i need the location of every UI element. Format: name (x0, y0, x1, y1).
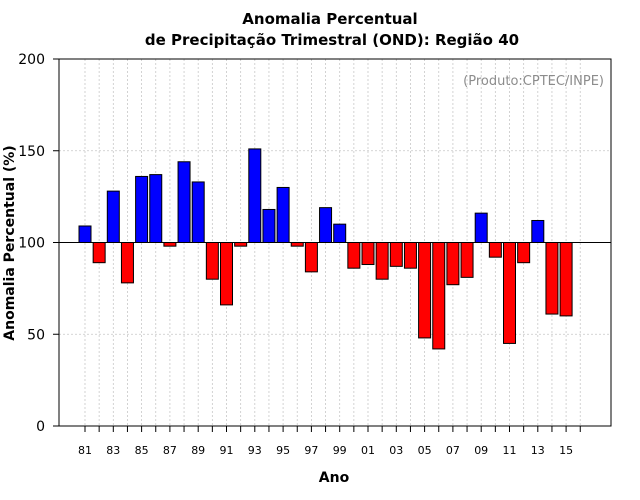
y-axis: 0 50 100 150 200 (18, 52, 59, 435)
x-tick-label: 89 (191, 444, 205, 457)
x-tick-label: 07 (446, 444, 460, 457)
bar-05 (418, 242, 432, 339)
bar-09 (474, 212, 488, 243)
bar-03 (389, 242, 403, 267)
y-tick-label: 100 (18, 236, 45, 252)
y-tick-label: 50 (27, 327, 45, 343)
bar-12 (517, 242, 531, 264)
bar-06 (432, 242, 446, 350)
bar-91 (220, 242, 233, 306)
bar-10 (488, 242, 502, 258)
bar-83 (106, 190, 120, 243)
bar-90 (205, 242, 219, 280)
x-tick-label: 81 (78, 444, 92, 457)
bar-81 (78, 225, 92, 243)
bar-00 (347, 242, 361, 269)
bar-98 (319, 207, 333, 243)
x-tick-label: 15 (559, 444, 573, 457)
bar-08 (460, 242, 474, 278)
bar-96 (290, 242, 304, 247)
chart-title-line2: de Precipitação Trimestral (OND): Região… (145, 31, 519, 49)
bar-04 (403, 242, 417, 269)
bar-11 (503, 242, 516, 344)
bar-85 (135, 175, 149, 243)
bar-86 (149, 174, 163, 243)
bar-97 (304, 242, 318, 273)
bar-92 (234, 242, 248, 247)
bar-01 (361, 242, 375, 266)
x-tick-label: 91 (220, 444, 234, 457)
bar-15 (559, 242, 573, 317)
bar-89 (191, 181, 205, 244)
bar-82 (92, 242, 106, 264)
bar-07 (446, 242, 460, 286)
x-tick-label: 95 (276, 444, 290, 457)
x-tick-label: 01 (361, 444, 375, 457)
x-tick-label: 05 (418, 444, 432, 457)
bar-95 (276, 186, 290, 243)
x-tick-label: 13 (531, 444, 545, 457)
bar-94 (262, 208, 276, 243)
y-tick-label: 0 (36, 419, 45, 435)
x-tick-label: 11 (503, 444, 517, 457)
x-tick-label: 03 (389, 444, 403, 457)
x-tick-label: 85 (135, 444, 149, 457)
x-tick-label: 99 (333, 444, 347, 457)
bar-88 (177, 161, 191, 243)
bar-02 (375, 242, 389, 280)
bar-13 (531, 219, 545, 243)
x-tick-label: 83 (106, 444, 120, 457)
y-tick-label: 200 (18, 52, 45, 68)
x-tick-label: 09 (474, 444, 488, 457)
y-tick-label: 150 (18, 144, 45, 160)
y-axis-label: Anomalia Percentual (%) (2, 145, 18, 340)
x-tick-label: 87 (163, 444, 177, 457)
bar-87 (163, 242, 177, 247)
credit-label: (Produto:CPTEC/INPE) (463, 74, 604, 89)
bar-14 (545, 242, 559, 315)
bar-93 (248, 148, 262, 243)
x-axis: 81 83 85 87 89 91 93 95 97 99 01 03 05 07 09 11 13 15 (78, 426, 581, 457)
x-axis-label: Ano (319, 470, 350, 486)
x-tick-label: 97 (304, 444, 318, 457)
x-tick-label: 93 (248, 444, 262, 457)
bar-99 (333, 223, 347, 243)
bar-84 (120, 242, 134, 284)
bars (78, 148, 573, 350)
chart-title-line1: Anomalia Percentual (242, 10, 417, 28)
grid (59, 59, 611, 426)
